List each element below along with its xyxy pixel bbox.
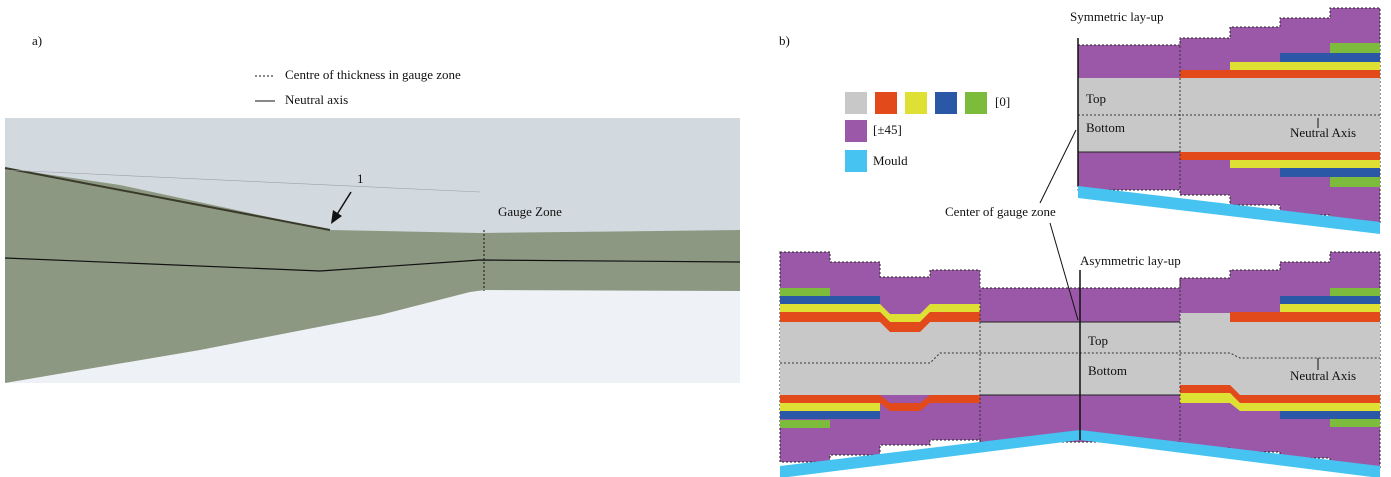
layer xyxy=(1180,152,1380,160)
layer xyxy=(1330,177,1380,187)
layer xyxy=(1280,304,1380,312)
layer-label: Top xyxy=(1088,333,1108,348)
annotation: 1 xyxy=(357,171,364,186)
swatch xyxy=(875,92,897,114)
swatch xyxy=(965,92,987,114)
layer xyxy=(780,288,830,296)
layer xyxy=(1230,62,1380,70)
swatch xyxy=(845,92,867,114)
layer-label: Top xyxy=(1086,91,1106,106)
neutral-axis-label: Neutral Axis xyxy=(1290,125,1356,140)
zone-label: Gauge Zone xyxy=(498,204,562,219)
swatch xyxy=(905,92,927,114)
legend-text: [±45] xyxy=(873,122,902,137)
panel-label: a) xyxy=(32,33,42,48)
center-label: Center of gauge zone xyxy=(945,204,1056,219)
swatch xyxy=(845,120,867,142)
layer xyxy=(780,296,880,304)
legend-text: Neutral axis xyxy=(285,92,348,107)
layer xyxy=(1330,43,1380,53)
diagram-title: Asymmetric lay-up xyxy=(1080,253,1181,268)
legend-text: Centre of thickness in gauge zone xyxy=(285,67,461,82)
swatch xyxy=(935,92,957,114)
panel-label: b) xyxy=(779,33,790,48)
layer xyxy=(1280,53,1380,62)
leader-line xyxy=(1040,130,1076,203)
layer xyxy=(1330,288,1380,296)
layer-label: Bottom xyxy=(1088,363,1127,378)
layer xyxy=(780,420,830,428)
layer xyxy=(1180,313,1230,323)
legend-text: [0] xyxy=(995,94,1010,109)
legend-text: Mould xyxy=(873,153,908,168)
layer xyxy=(780,403,880,411)
layer xyxy=(1330,419,1380,427)
layer xyxy=(1180,70,1380,78)
layer xyxy=(1280,411,1380,419)
figure: [0] [±45] Mould a) Centre of thickness in… xyxy=(0,0,1391,477)
layer-label: Bottom xyxy=(1086,120,1125,135)
layer xyxy=(1230,160,1380,168)
layer xyxy=(780,411,880,419)
swatch xyxy=(845,150,867,172)
legend: [0] [±45] Mould xyxy=(845,92,1010,172)
layer xyxy=(1230,312,1380,322)
layer xyxy=(1280,168,1380,177)
neutral-axis-label: Neutral Axis xyxy=(1290,368,1356,383)
layer xyxy=(1280,296,1380,304)
laminate-diagrams xyxy=(780,8,1380,477)
diagram-title: Symmetric lay-up xyxy=(1070,9,1164,24)
